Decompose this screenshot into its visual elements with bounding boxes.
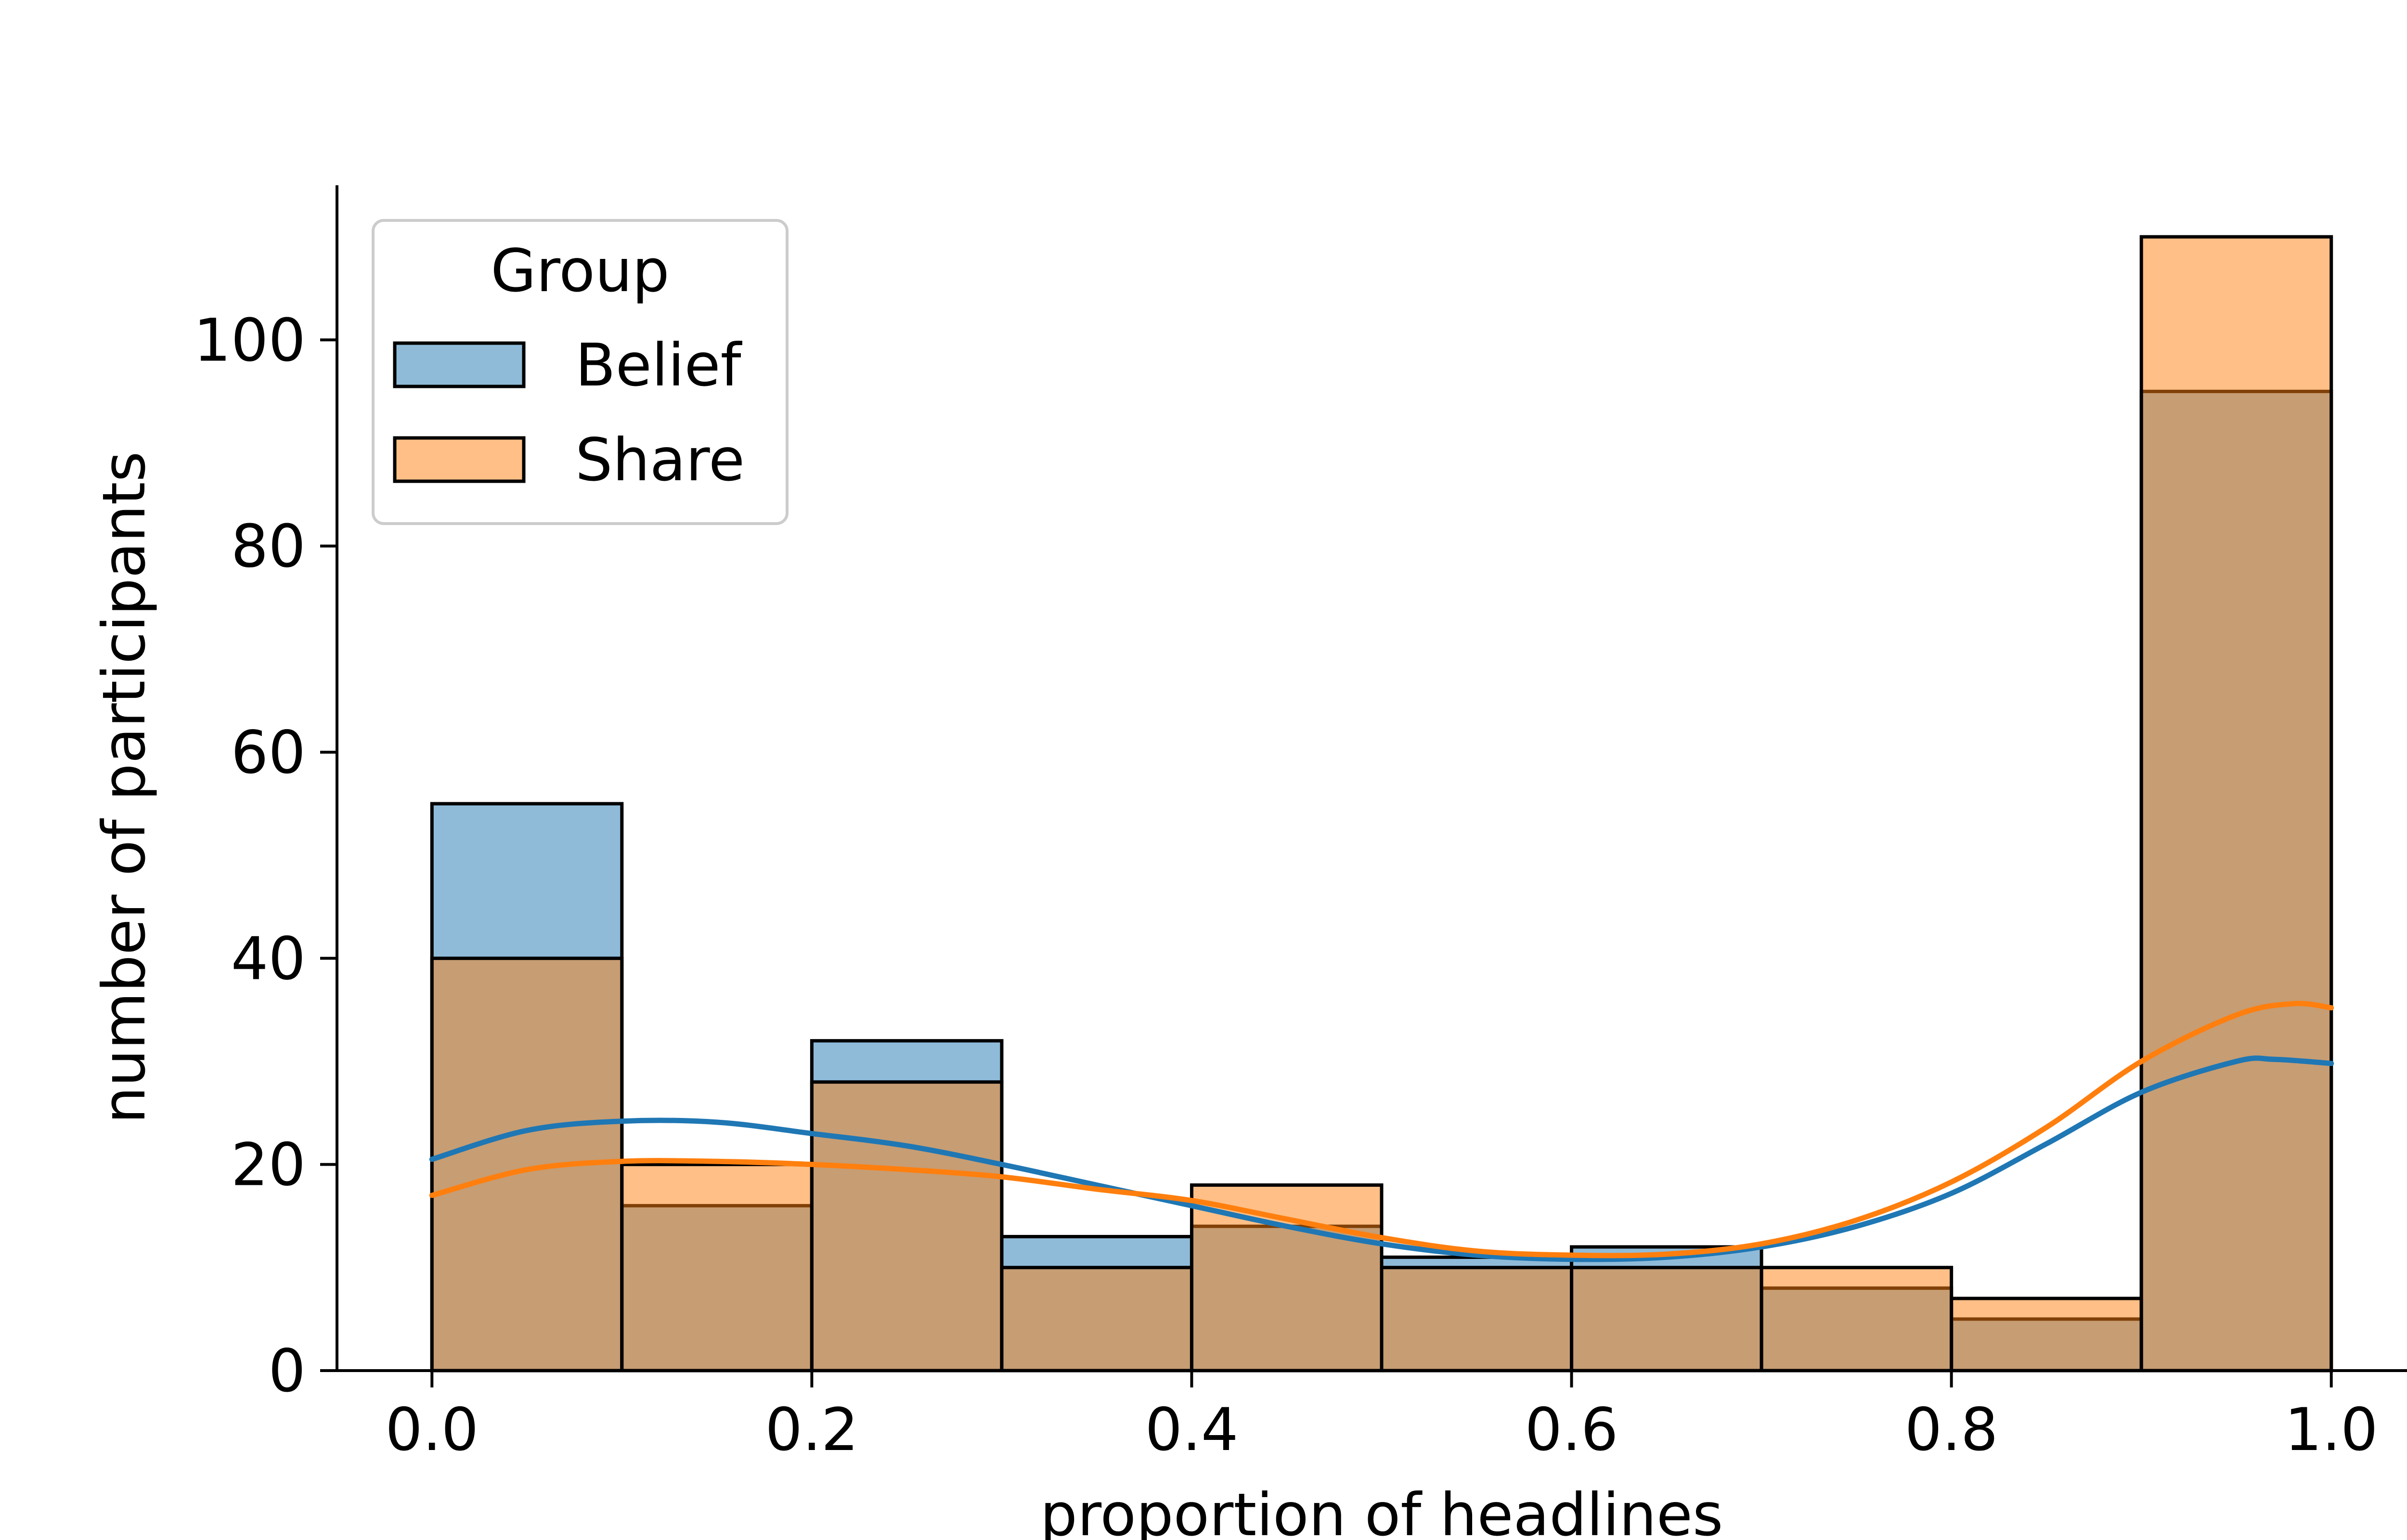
axes-layer: 0.0 0.2 0.4 0.6 0.8 1.0 0 20 40 60 80 100 proporti… <box>90 185 2407 1540</box>
legend-label-belief: Belief <box>575 331 743 399</box>
x-tick-label: 0.4 <box>1145 1396 1238 1464</box>
bar-share-8 <box>1950 1296 2143 1373</box>
y-axis-title: number of participants <box>90 451 158 1124</box>
y-tick-label: 40 <box>231 924 306 993</box>
y-tick-label: 20 <box>231 1131 306 1199</box>
x-tick-label: 0.2 <box>765 1396 858 1464</box>
legend-swatch-belief <box>393 341 526 388</box>
y-tick-label: 0 <box>268 1337 306 1405</box>
bar-share-7 <box>1760 1266 1954 1373</box>
bar-share-3 <box>1000 1266 1193 1373</box>
legend-title: Group <box>491 237 669 305</box>
kde-layer <box>429 1001 2334 1262</box>
kde-line-belief <box>429 1055 2334 1262</box>
legend-swatch-share <box>393 436 526 483</box>
legend: Group Belief Share <box>372 219 789 525</box>
x-tick-label: 1.0 <box>2285 1396 2378 1464</box>
x-tick-label: 0.8 <box>1905 1396 1998 1464</box>
legend-item-share: Share <box>393 426 745 494</box>
y-tick-label: 80 <box>231 513 306 581</box>
kde-line-share <box>429 1001 2334 1258</box>
x-ticks: 0.0 0.2 0.4 0.6 0.8 1.0 <box>385 1371 2378 1464</box>
bar-share-6 <box>1570 1266 1763 1373</box>
legend-label-share: Share <box>575 426 745 494</box>
x-axis-title: proportion of headlines <box>1040 1481 1723 1540</box>
bars-layer <box>430 235 2333 1373</box>
y-ticks: 0 20 40 60 80 100 <box>194 306 337 1405</box>
bar-share-9 <box>2139 235 2333 1373</box>
x-tick-label: 0.0 <box>385 1396 479 1464</box>
x-tick-label: 0.6 <box>1525 1396 1618 1464</box>
bars-share <box>430 235 2333 1373</box>
bar-share-2 <box>810 1080 1004 1373</box>
legend-item-belief: Belief <box>393 331 743 399</box>
bar-share-5 <box>1380 1266 1574 1373</box>
bar-share-1 <box>620 1163 814 1373</box>
y-tick-label: 100 <box>194 306 306 374</box>
legend-items: Belief Share <box>393 331 745 494</box>
y-tick-label: 60 <box>231 719 306 787</box>
